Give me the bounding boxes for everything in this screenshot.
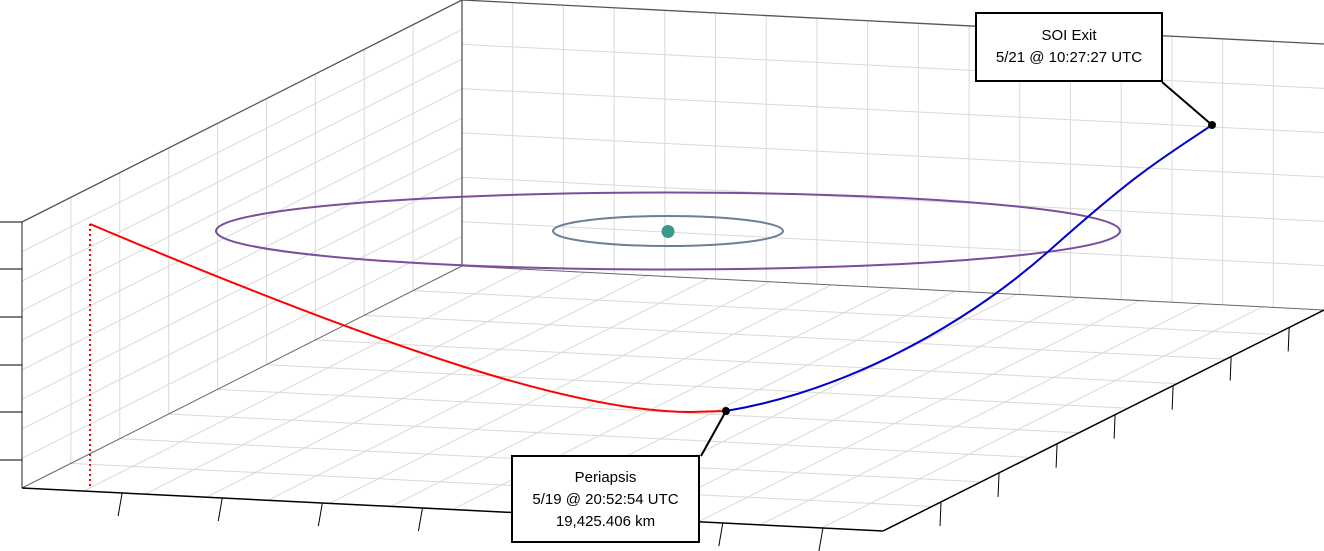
periapsis-callout: Periapsis 5/19 @ 20:52:54 UTC 19,425.406…: [511, 455, 700, 543]
grid-line: [636, 296, 1078, 520]
tick-mark: [217, 497, 223, 522]
grid-line: [364, 314, 1227, 360]
grid-line: [266, 364, 1129, 409]
grid-line: [759, 303, 1202, 526]
tick-mark: [818, 527, 824, 551]
box-edge: [21, 0, 463, 223]
approach-trajectory: [89, 223, 727, 414]
grid-line: [21, 147, 463, 371]
grid-line: [461, 88, 1324, 134]
grid-line: [21, 88, 463, 312]
periapsis-altitude: 19,425.406 km: [555, 513, 656, 530]
grid-line: [70, 462, 933, 507]
tick-mark: [1229, 356, 1232, 381]
central-body: [661, 225, 675, 238]
box-edge: [21, 265, 463, 489]
grid-line: [21, 29, 463, 253]
tick-mark: [997, 472, 1000, 497]
periapsis-leader: [700, 410, 727, 457]
box-edge: [21, 487, 884, 532]
soi-exit-leader: [1161, 81, 1213, 126]
tick-mark: [1113, 414, 1116, 439]
grid-line: [267, 278, 709, 501]
soi-exit-point: [1208, 121, 1216, 129]
grid-line: [390, 284, 832, 507]
inner-orbit: [552, 215, 784, 247]
tick-mark: [317, 502, 323, 527]
tick-mark: [417, 507, 423, 532]
soi-exit-callout: SOI Exit 5/21 @ 10:27:27 UTC: [975, 12, 1163, 82]
grid-line: [821, 306, 1263, 529]
grid-line: [144, 271, 586, 495]
plot-box-edges: [21, 0, 1324, 532]
grid-line: [217, 388, 1080, 434]
grid-line: [461, 221, 1324, 267]
tick-mark: [718, 522, 724, 547]
grid-line: [698, 300, 1140, 523]
grid-line: [206, 274, 647, 498]
grid-line: [315, 339, 1178, 385]
box-edge: [461, 265, 1324, 311]
soi-exit-time: 5/21 @ 10:27:27 UTC: [995, 49, 1143, 66]
tick-mark: [1287, 327, 1290, 352]
tick-mark: [939, 501, 942, 526]
outer-orbit: [215, 191, 1121, 271]
grid-line: [21, 176, 463, 400]
grid-line: [461, 43, 1324, 89]
grid-line: [329, 281, 771, 504]
periapsis-time: 5/19 @ 20:52:54 UTC: [532, 491, 679, 508]
tick-mark: [1055, 443, 1058, 468]
tick-mark: [117, 492, 123, 517]
grid-line: [21, 117, 463, 341]
grid-line: [461, 176, 1324, 222]
box-edge: [461, 0, 1324, 45]
grid-line: [168, 413, 1031, 458]
grid-line: [413, 290, 1276, 336]
grid-line: [83, 268, 524, 492]
plot-grid: [21, 2, 1324, 529]
tick-mark: [1171, 385, 1174, 410]
grid-line: [21, 206, 463, 430]
grid-line: [21, 58, 463, 282]
periapsis-title: Periapsis: [574, 469, 637, 486]
periapsis-point: [722, 407, 730, 415]
grid-line: [21, 235, 463, 459]
grid-line: [461, 132, 1324, 178]
soi-exit-title: SOI Exit: [1041, 27, 1097, 44]
box-edge: [882, 309, 1324, 532]
departure-trajectory: [725, 124, 1213, 412]
